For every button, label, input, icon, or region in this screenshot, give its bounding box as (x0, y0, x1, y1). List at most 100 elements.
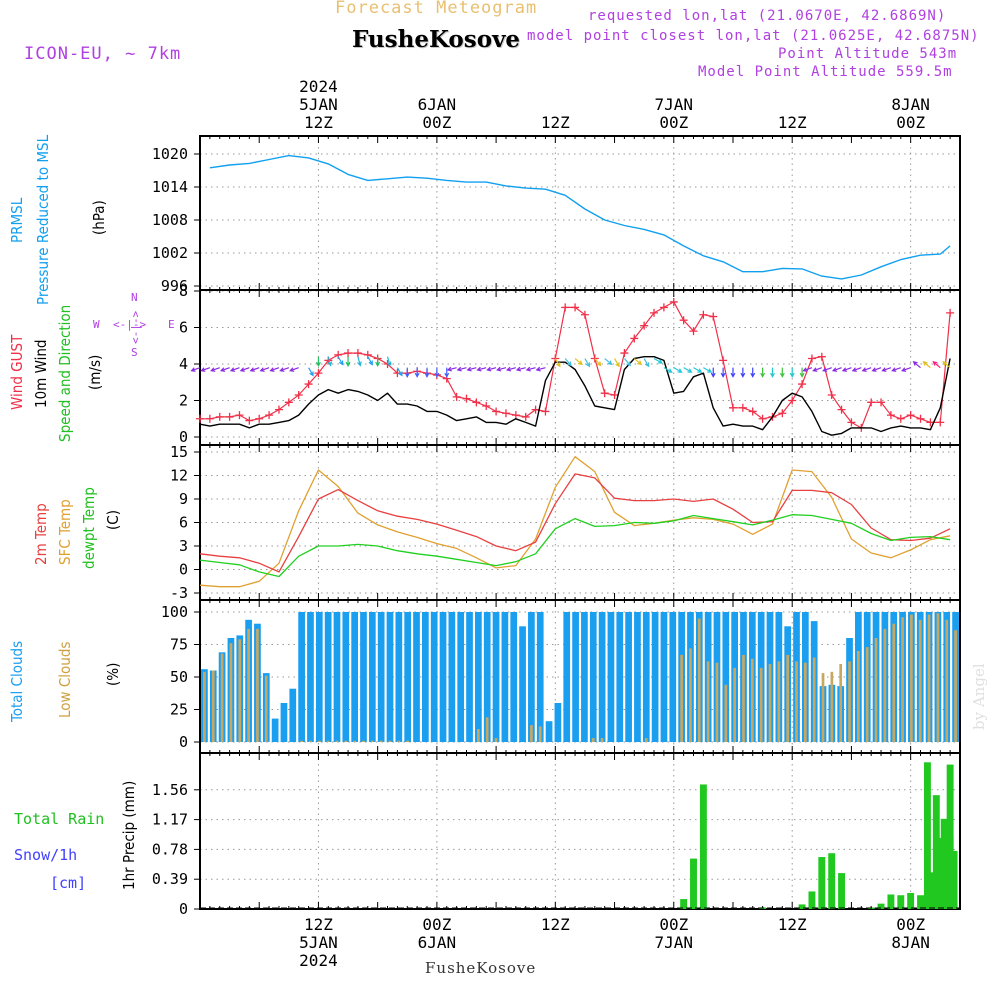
gust-marker (620, 349, 629, 358)
gust-marker (689, 327, 698, 336)
wind-direction-arrow (633, 358, 643, 366)
y-tick-label: 1008 (152, 211, 188, 229)
rain-bar (950, 850, 958, 909)
gust-marker (837, 405, 846, 414)
wind-direction-arrow (912, 361, 921, 369)
gust-marker (344, 349, 353, 358)
wind-direction-arrow (730, 367, 736, 378)
gust-marker (196, 414, 204, 423)
gust-marker (788, 396, 797, 405)
wind-direction-arrow (822, 367, 832, 372)
low-cloud-bar (397, 740, 401, 742)
low-cloud-bar (247, 628, 250, 742)
gust-marker (699, 310, 708, 319)
gust-marker (541, 407, 550, 416)
low-cloud-bar (344, 740, 348, 742)
gust-marker (758, 414, 767, 423)
time-label-top: 12Z (778, 113, 807, 132)
y-tick-label: 50 (170, 668, 188, 686)
rain-bar (680, 899, 688, 909)
low-cloud-bar (883, 628, 887, 742)
wind-direction-arrow (703, 367, 713, 373)
wind-direction-arrow (476, 366, 487, 372)
y-tick-label: 1014 (152, 178, 188, 196)
wind-direction-arrow (404, 367, 410, 378)
low-cloud-bar (954, 630, 957, 742)
gust-marker (294, 391, 303, 400)
compass-east: E (168, 318, 175, 331)
sfc-temp-line (199, 456, 951, 588)
prmsl-desc-label: Pressure Reduced to MSL (34, 134, 52, 305)
wind-speed-label: Speed and Direction (56, 304, 74, 442)
rain-bar (936, 837, 944, 909)
rain-bar (838, 873, 846, 909)
wind-direction-arrow (653, 358, 663, 364)
gust-marker (817, 352, 826, 361)
wind-direction-arrow (710, 367, 716, 378)
total-cloud-bar (625, 612, 632, 742)
gust-marker (640, 321, 649, 330)
wind-direction-arrow (779, 367, 785, 378)
rain-bar (808, 891, 816, 909)
time-label-top: 00Z (659, 113, 688, 132)
wind-direction-arrow (841, 367, 852, 372)
low-cloud-bar (326, 740, 330, 742)
time-label-top: 8JAN (891, 95, 930, 114)
wind-direction-arrow (505, 366, 516, 372)
gust-marker (472, 398, 481, 407)
time-label-top: 6JAN (418, 95, 457, 114)
total-cloud-bar (368, 612, 376, 742)
wind-direction-arrow (315, 356, 321, 367)
total-cloud-bar (660, 612, 668, 742)
gust-marker (847, 418, 856, 427)
compass-south: S (131, 346, 138, 359)
rain-bar (690, 858, 697, 909)
rain-bar (923, 762, 931, 909)
low-cloud-bar (901, 617, 904, 742)
wind-direction-arrow (812, 367, 823, 372)
wind-direction-arrow (434, 367, 440, 378)
gust-marker (274, 405, 283, 414)
total-cloud-bar (466, 612, 473, 742)
total-cloud-bar (607, 612, 615, 742)
gust-marker (778, 409, 787, 418)
total-cloud-bar (519, 626, 526, 742)
y-tick-label: 9 (179, 490, 188, 508)
temp2m-label: 2m Temp (32, 503, 50, 565)
low-cloud-bar (485, 717, 489, 742)
y-tick-label: -3 (170, 584, 188, 602)
wind-direction-arrow (375, 356, 381, 367)
total-cloud-bar (307, 612, 314, 742)
low-clouds-label: Low Clouds (56, 641, 74, 718)
total-cloud-bar (616, 612, 624, 742)
wind-direction-arrow (574, 358, 583, 366)
total-cloud-bar (315, 612, 323, 742)
gust-marker (561, 303, 570, 312)
wind-direction-arrow (337, 356, 344, 366)
total-cloud-bar (351, 612, 359, 742)
y-tick-label: 1.17 (152, 811, 188, 829)
gust-marker (215, 412, 224, 421)
low-cloud-bar (300, 740, 303, 742)
low-cloud-bar (795, 661, 798, 742)
time-label-bottom: 12Z (778, 915, 807, 934)
time-label-bottom: 6JAN (418, 933, 457, 952)
y-tick-label: 2 (179, 392, 188, 410)
low-cloud-bar (379, 740, 383, 742)
wind-direction-arrow (200, 367, 211, 372)
y-tick-label: 3 (179, 537, 188, 555)
low-cloud-bar (362, 740, 365, 742)
wind-direction-arrow (456, 366, 467, 372)
rain-bar (917, 895, 924, 909)
low-cloud-bar (706, 661, 710, 742)
y-tick-label: 1002 (152, 244, 188, 262)
gust-marker (600, 389, 609, 398)
requested-point: requested lon,lat (21.0670E, 42.6869N) (588, 8, 947, 24)
low-cloud-bar (812, 657, 816, 742)
total-cloud-bar (563, 612, 571, 742)
wind-direction-arrow (770, 367, 775, 378)
wind-direction-arrow (496, 366, 507, 372)
total-cloud-bar (377, 612, 385, 742)
total-cloud-bar (404, 612, 412, 742)
product-title: Forecast Meteogram (335, 0, 538, 18)
